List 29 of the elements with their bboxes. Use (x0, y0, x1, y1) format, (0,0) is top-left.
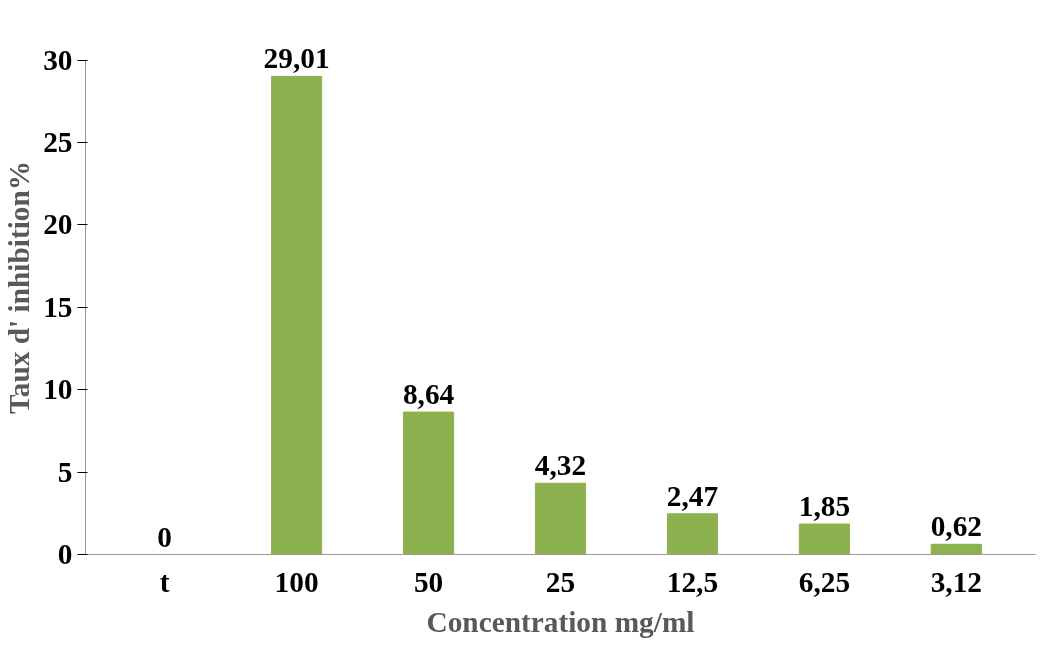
bar (798, 523, 850, 555)
x-tick-label: 50 (413, 565, 444, 598)
bar (666, 513, 719, 555)
data-label: 4,32 (534, 449, 587, 482)
y-tick-label: 10 (43, 373, 73, 406)
x-tick-label: t (159, 565, 170, 598)
data-label: 2,47 (666, 479, 719, 512)
bar (930, 543, 982, 555)
y-tick-label: 0 (57, 538, 73, 570)
y-tick-label: 25 (43, 125, 73, 158)
bar (271, 75, 323, 555)
y-tick-label: 5 (57, 455, 73, 488)
data-label: 1,85 (798, 490, 851, 523)
x-tick-label: 6,25 (798, 565, 851, 598)
data-label: 0 (157, 520, 173, 553)
data-label: 0,62 (930, 510, 982, 543)
x-tick-label: 3,12 (930, 565, 982, 598)
x-tick-label: 25 (545, 565, 576, 598)
data-label: 29,01 (263, 42, 330, 75)
x-tick-label: 100 (274, 565, 319, 598)
y-tick-label: 15 (43, 290, 73, 323)
bar (402, 411, 455, 555)
bar (534, 482, 587, 555)
y-axis-title: Taux d' inhibition% (3, 160, 36, 415)
y-tick-label: 20 (43, 208, 73, 241)
x-tick-label: 12,5 (666, 565, 719, 598)
x-axis-title: Concentration mg/ml (426, 605, 695, 638)
data-label: 8,64 (402, 378, 455, 411)
y-tick-label: 30 (43, 43, 73, 76)
